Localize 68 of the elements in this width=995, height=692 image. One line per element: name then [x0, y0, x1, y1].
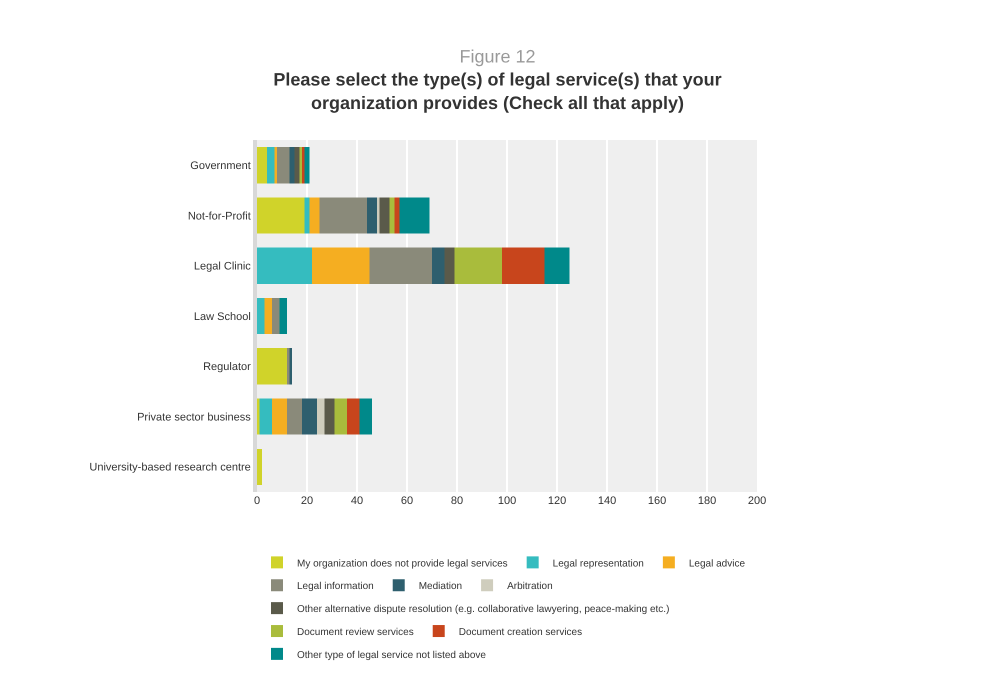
bar — [320, 197, 367, 234]
legend-label: Other type of legal service not listed above — [297, 650, 486, 661]
y-tick-label: Legal Clinic — [194, 260, 252, 273]
bar — [544, 248, 570, 284]
bar — [394, 197, 400, 234]
x-tick-label: 80 — [450, 495, 464, 507]
bar — [290, 147, 294, 184]
legend-label: Legal advice — [688, 558, 746, 570]
x-tick-label: 200 — [748, 495, 766, 507]
bar — [277, 147, 290, 184]
x-tick-label: 20 — [300, 495, 314, 507]
bar — [280, 298, 287, 334]
bar — [272, 298, 280, 334]
bar — [317, 398, 324, 435]
bar — [257, 248, 312, 284]
legend-label: My organization does not provide legal services — [297, 558, 508, 570]
legend-label: Legal information — [297, 581, 374, 592]
legend-label: Mediation — [418, 581, 462, 592]
bar — [360, 398, 372, 435]
legend-label: Legal representation — [552, 558, 644, 570]
bar — [444, 248, 454, 284]
x-tick-label: 0 — [254, 495, 260, 507]
bar — [312, 248, 370, 284]
y-tick-label: University-based research centre — [89, 462, 251, 474]
bar — [302, 398, 317, 435]
bar — [432, 248, 444, 284]
x-tick-label: 60 — [400, 495, 414, 507]
y-tick-label: Government — [190, 160, 251, 172]
bar — [367, 197, 377, 234]
bar — [390, 197, 394, 234]
bar — [304, 197, 310, 234]
x-tick-label: 180 — [698, 495, 716, 507]
legend-label: Document creation services — [458, 626, 582, 638]
bar — [304, 147, 310, 184]
y-tick-label: Law School — [194, 310, 251, 323]
bar — [257, 197, 304, 234]
bar — [272, 398, 287, 435]
y-tick-label: Private sector business — [137, 411, 252, 424]
bar — [324, 398, 334, 435]
bar — [400, 197, 430, 234]
x-tick-label: 40 — [350, 495, 364, 507]
bar — [502, 248, 544, 284]
y-tick-label: Regulator — [203, 361, 252, 374]
chart-title: Figure 12 — [459, 46, 536, 66]
y-tick-label: Not-for-Profit — [188, 210, 251, 222]
bar — [267, 147, 274, 184]
x-tick-label: 140 — [598, 495, 616, 507]
legend-label: Document review services — [297, 626, 414, 638]
bar — [380, 197, 390, 234]
bar — [257, 147, 267, 184]
legend-label: Arbitration — [507, 581, 553, 592]
bar — [370, 248, 432, 284]
bar — [264, 298, 272, 334]
bar — [257, 298, 264, 334]
x-tick-label: 100 — [498, 495, 516, 507]
bar — [454, 248, 502, 284]
x-tick-label: 160 — [648, 495, 666, 507]
bar — [287, 398, 302, 435]
bar — [260, 398, 272, 435]
x-tick-label: 120 — [548, 495, 566, 507]
bar — [257, 448, 262, 485]
bar — [294, 147, 300, 184]
bar — [334, 398, 347, 435]
bar — [257, 348, 287, 384]
bar — [310, 197, 320, 234]
legend-label: Other alternative dispute resolution (e.g. collaborative lawyering, peace-making etc.) — [297, 604, 670, 616]
bar — [347, 398, 360, 435]
chart-subtitle: Please select the type(s) of legal service(s) that your organization provides (Check all that apply) — [273, 70, 722, 114]
